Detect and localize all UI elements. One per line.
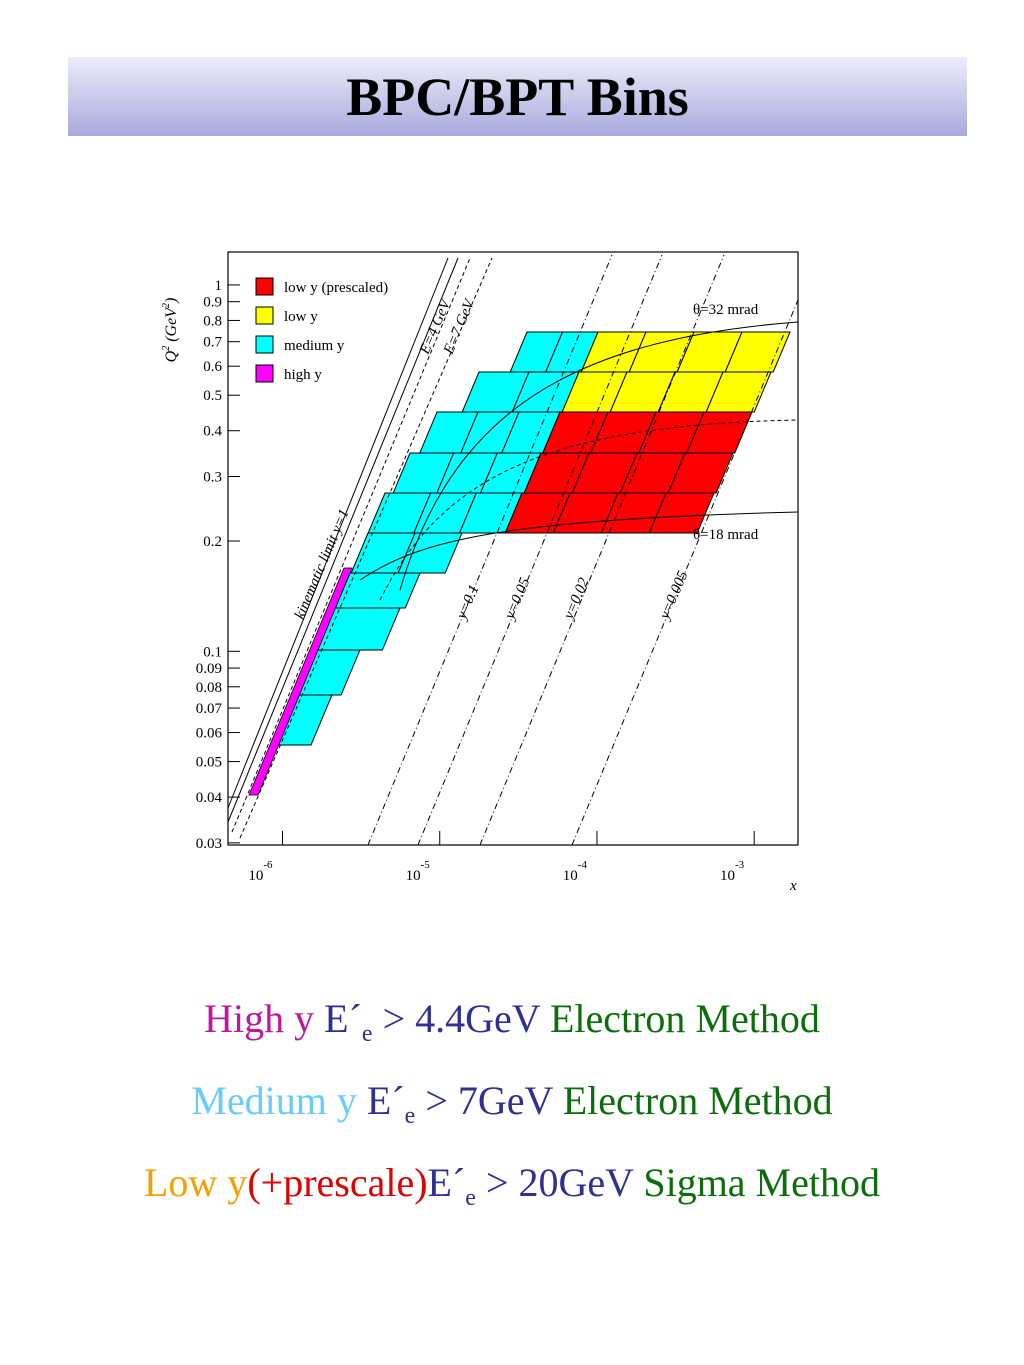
- y-tick-label: 0.04: [196, 790, 223, 806]
- legend-swatch: [255, 335, 274, 354]
- y-tick-label: 0.6: [203, 359, 222, 375]
- text-span: E´: [427, 1160, 466, 1205]
- bin: [724, 331, 791, 373]
- y-tick-label: 0.2: [203, 534, 222, 550]
- text-span: Sigma Method: [643, 1160, 880, 1205]
- curve: [359, 511, 799, 581]
- text-line: Low y(+prescale)E´e > 20GeV Sigma Method: [0, 1159, 1024, 1212]
- text-span: High y: [204, 996, 325, 1041]
- line: [239, 257, 493, 839]
- label-part: (GeV: [163, 306, 180, 346]
- y-tick-label: 0.4: [203, 424, 222, 440]
- x-tick-label: 10-6: [248, 859, 273, 884]
- x-tick-label: 10-5: [406, 859, 431, 884]
- y-tick-label: 1: [215, 278, 223, 294]
- line: [571, 299, 799, 846]
- tick-base: 10: [248, 868, 263, 884]
- x-tick-label: 10-4: [563, 859, 588, 884]
- text-span: > 4.4GeV: [372, 996, 550, 1041]
- bins: [248, 331, 791, 796]
- y-tick-label: 0.07: [196, 701, 223, 717]
- text-span: (+prescale): [247, 1160, 428, 1205]
- y-tick-label: 0.08: [196, 680, 222, 696]
- legend-label: low y (prescaled): [284, 280, 388, 296]
- text-span: Electron Method: [562, 1078, 833, 1123]
- title-bar: BPC/BPT Bins: [68, 57, 967, 136]
- annotation: θ=32 mrad: [693, 302, 759, 318]
- bin: [667, 452, 734, 494]
- legend-label: high y: [284, 367, 322, 383]
- text-span: Electron Method: [549, 996, 820, 1041]
- y-tick-label: 0.7: [203, 335, 222, 351]
- y-tick-label: 0.05: [196, 755, 222, 771]
- y-axis-label: Q2 (GeV2): [161, 298, 180, 363]
- tick-exponent: -3: [735, 859, 745, 871]
- x-axis-label: x: [789, 878, 797, 894]
- tick-base: 10: [406, 868, 421, 884]
- text-span: > 20GeV: [475, 1160, 644, 1205]
- high-y-bin: [248, 567, 353, 796]
- text-span: Medium y: [191, 1078, 367, 1123]
- text-span: E´: [366, 1078, 405, 1123]
- line: [227, 257, 459, 823]
- label-part: 2: [161, 303, 172, 308]
- bin: [648, 492, 715, 534]
- kinematic-lines: [227, 254, 799, 846]
- legend-swatch: [255, 364, 274, 383]
- text-span: e: [361, 1021, 373, 1047]
- tick-exponent: -5: [421, 859, 431, 871]
- legend-swatch: [255, 277, 274, 296]
- title: BPC/BPT Bins: [346, 66, 689, 127]
- y-tick-label: 0.1: [203, 644, 222, 660]
- tick-base: 10: [720, 868, 735, 884]
- line: [231, 257, 471, 833]
- tick-base: 10: [563, 868, 578, 884]
- x-tick-label: 10-3: [720, 859, 745, 884]
- y-tick-label: 0.3: [203, 470, 222, 486]
- legend: low y (prescaled) low y medium y high y: [255, 277, 388, 383]
- text-line: Medium y E´e > 7GeV Electron Method: [0, 1077, 1024, 1130]
- line: [227, 257, 449, 809]
- y-tick-label: 0.5: [203, 388, 222, 404]
- legend-swatch: [255, 306, 274, 325]
- legend-label: low y: [284, 309, 318, 325]
- line: [479, 254, 725, 846]
- label-part: Q: [163, 350, 180, 362]
- text-span: e: [465, 1185, 476, 1211]
- text-span: e: [404, 1103, 416, 1129]
- tick-exponent: -6: [263, 859, 273, 871]
- line: [417, 254, 663, 846]
- label-part: 2: [161, 346, 172, 351]
- annotation: θ=18 mrad: [693, 527, 759, 543]
- label-part: ): [163, 298, 180, 304]
- y-tick-label: 0.09: [196, 661, 222, 677]
- y-tick-label: 0.9: [203, 295, 222, 311]
- text-span: Low y: [143, 1160, 248, 1205]
- curve: [399, 321, 799, 591]
- text-span: > 7GeV: [415, 1078, 563, 1123]
- y-tick-label: 0.8: [203, 313, 222, 329]
- tick-exponent: -4: [578, 859, 588, 871]
- bin: [705, 371, 772, 413]
- y-tick-label: 0.06: [196, 726, 223, 742]
- legend-label: medium y: [284, 338, 345, 354]
- text-line: High y E´e > 4.4GeV Electron Method: [0, 995, 1024, 1048]
- text-span: E´: [324, 996, 362, 1041]
- line: [367, 254, 613, 846]
- y-tick-label: 0.03: [196, 836, 222, 852]
